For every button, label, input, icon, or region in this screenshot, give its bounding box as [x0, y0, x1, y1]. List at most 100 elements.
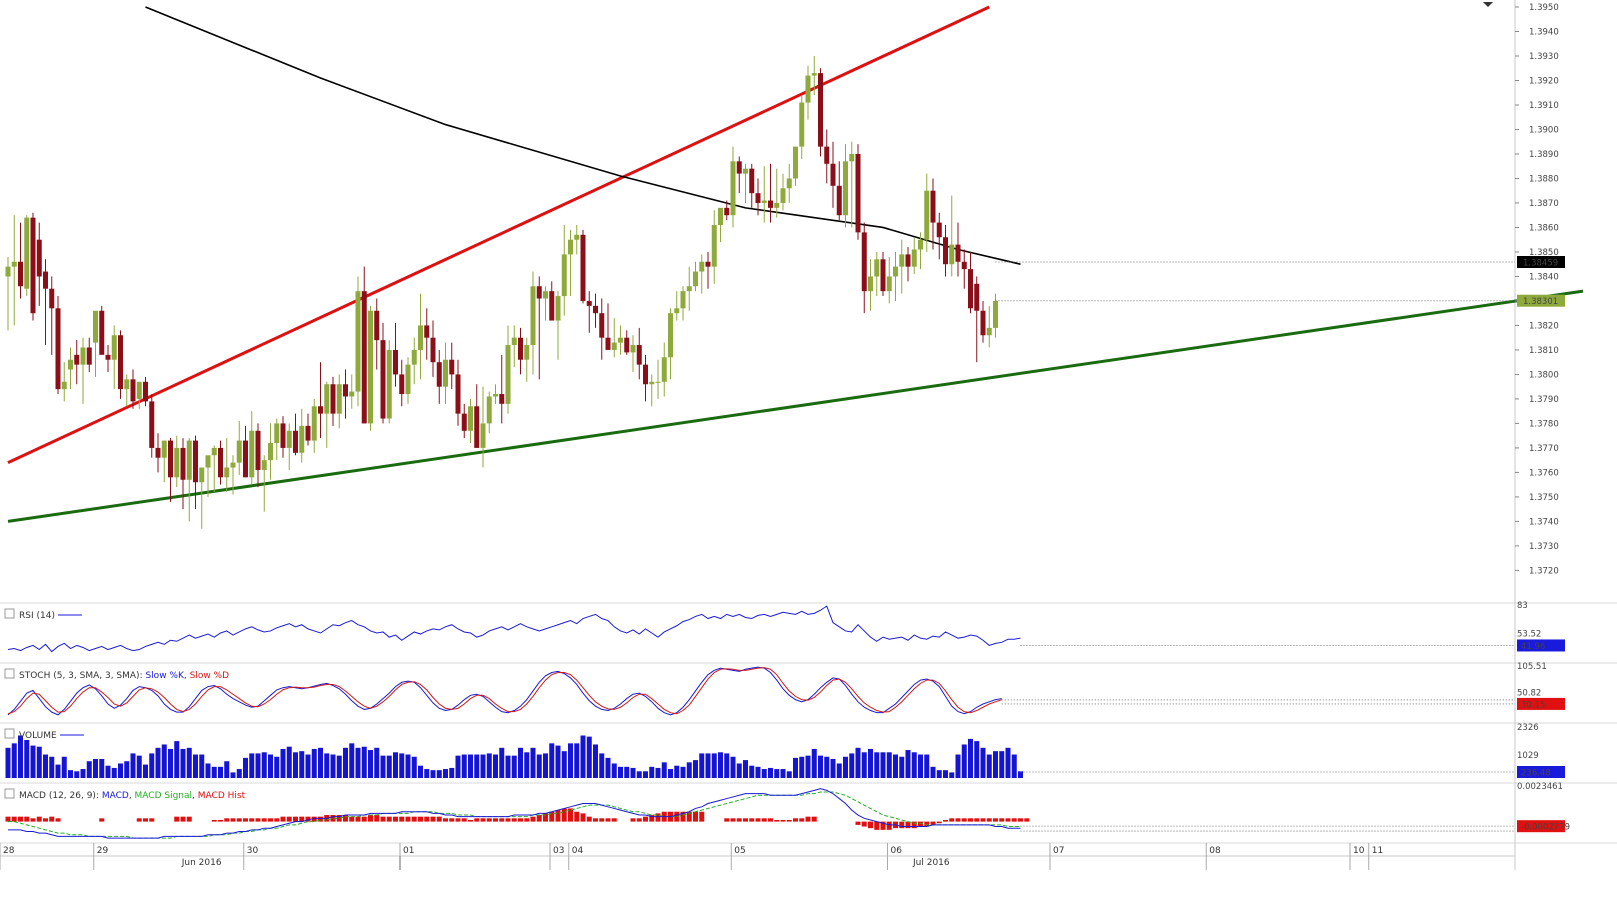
- candle: [743, 163, 748, 203]
- candle-body: [99, 310, 105, 355]
- volume-bar: [255, 753, 261, 778]
- candle-body: [893, 266, 898, 277]
- candle: [793, 146, 798, 186]
- candle-body: [730, 161, 736, 216]
- macd-hist-bar: [468, 819, 473, 822]
- candle: [111, 325, 117, 390]
- macd-hist-bar: [543, 813, 548, 822]
- candle: [180, 438, 186, 510]
- candle: [911, 237, 917, 275]
- macd-panel: 0.0023461 -0.0002779: [5, 782, 1570, 839]
- macd-hist-bar: [911, 821, 917, 829]
- time-tick-label: 28: [3, 846, 15, 856]
- candle-body: [824, 146, 830, 164]
- volume-bar: [711, 753, 717, 778]
- volume-bar: [274, 756, 280, 778]
- macd-hist-bar: [905, 821, 911, 829]
- candle: [918, 232, 923, 270]
- volume-bar: [211, 766, 217, 778]
- candle-body: [36, 239, 42, 277]
- macd-hist-bar: [330, 815, 336, 822]
- volume-bar: [80, 769, 86, 778]
- candle-body: [743, 168, 748, 174]
- volume-bar: [311, 748, 317, 778]
- volume-bar: [943, 770, 948, 778]
- candle: [468, 398, 473, 444]
- candle: [324, 381, 330, 448]
- volume-bar: [161, 744, 167, 778]
- volume-bar: [661, 762, 667, 778]
- volume-bar: [111, 767, 117, 778]
- volume-bar: [336, 755, 342, 778]
- volume-bar: [643, 771, 648, 778]
- time-tick-label: 04: [572, 846, 584, 856]
- volume-bar: [543, 753, 548, 778]
- candle: [886, 256, 892, 304]
- price-tick-label: 1.3910: [1529, 101, 1559, 111]
- price-tick-label: 1.3810: [1529, 346, 1559, 356]
- macd-hist-bar: [561, 808, 567, 822]
- time-tick-label: 05: [734, 846, 745, 856]
- macd-hist-bar: [936, 821, 942, 824]
- candle: [705, 251, 711, 289]
- macd-hist-bar: [280, 816, 286, 822]
- macd-hist-bar: [349, 816, 355, 822]
- candle-body: [811, 73, 817, 76]
- candle-body: [30, 217, 36, 314]
- price-tick-label: 1.3870: [1529, 199, 1559, 209]
- candle: [74, 340, 80, 385]
- price-tick-label: 1.3800: [1529, 370, 1559, 380]
- candle: [393, 322, 398, 387]
- candle: [693, 261, 698, 292]
- candle-body: [786, 178, 792, 189]
- macd-hist-bar: [368, 815, 373, 822]
- volume-bar: [886, 752, 892, 778]
- candle-body: [424, 325, 430, 338]
- candle: [55, 296, 61, 395]
- volume-bar: [174, 741, 180, 778]
- candle: [205, 455, 211, 497]
- candle: [930, 178, 936, 250]
- candle-body: [993, 300, 998, 328]
- ma-value-box: [1517, 256, 1565, 269]
- candle-body: [361, 291, 367, 424]
- candle-body: [693, 271, 698, 287]
- macd-hist-bar: [674, 811, 680, 822]
- volume-bar: [61, 756, 67, 778]
- macd-hist-bar: [755, 818, 761, 822]
- panel-close-box[interactable]: [4, 728, 15, 739]
- stoch-value-label-text: 30.15: [1521, 700, 1545, 710]
- candle: [368, 305, 373, 431]
- candle-body: [605, 337, 611, 350]
- stoch-comma: ,: [184, 671, 190, 681]
- candle-body: [905, 254, 911, 267]
- dropdown-arrow-icon[interactable]: [1483, 2, 1493, 7]
- price-tick-label: 1.3730: [1529, 542, 1559, 552]
- macd-hist-bar: [436, 816, 442, 822]
- candle-body: [374, 310, 380, 341]
- candle: [311, 398, 317, 453]
- macd-hist-bar: [230, 818, 236, 822]
- candle: [61, 362, 67, 402]
- volume-bar: [793, 757, 798, 778]
- volume-bar: [1011, 754, 1017, 778]
- volume-bar: [261, 752, 267, 778]
- macd-hist-bar: [386, 816, 392, 822]
- stoch-tick-label: 50.82: [1517, 689, 1541, 699]
- candle-body: [274, 423, 280, 444]
- candle: [155, 433, 161, 473]
- volume-bar: [636, 771, 642, 778]
- panel-close-box[interactable]: [4, 608, 15, 619]
- macd-hist-bar: [136, 818, 142, 822]
- macd-hist-bar: [430, 816, 436, 822]
- volume-bar: [149, 753, 155, 778]
- panel-close-box[interactable]: [4, 788, 15, 799]
- panel-close-box[interactable]: [4, 668, 15, 679]
- time-tick-label: 01: [403, 846, 414, 856]
- macd-hist-bar: [530, 816, 536, 822]
- volume-bar: [105, 765, 111, 778]
- macd-hist-bar: [599, 818, 605, 822]
- volume-bar: [380, 755, 386, 778]
